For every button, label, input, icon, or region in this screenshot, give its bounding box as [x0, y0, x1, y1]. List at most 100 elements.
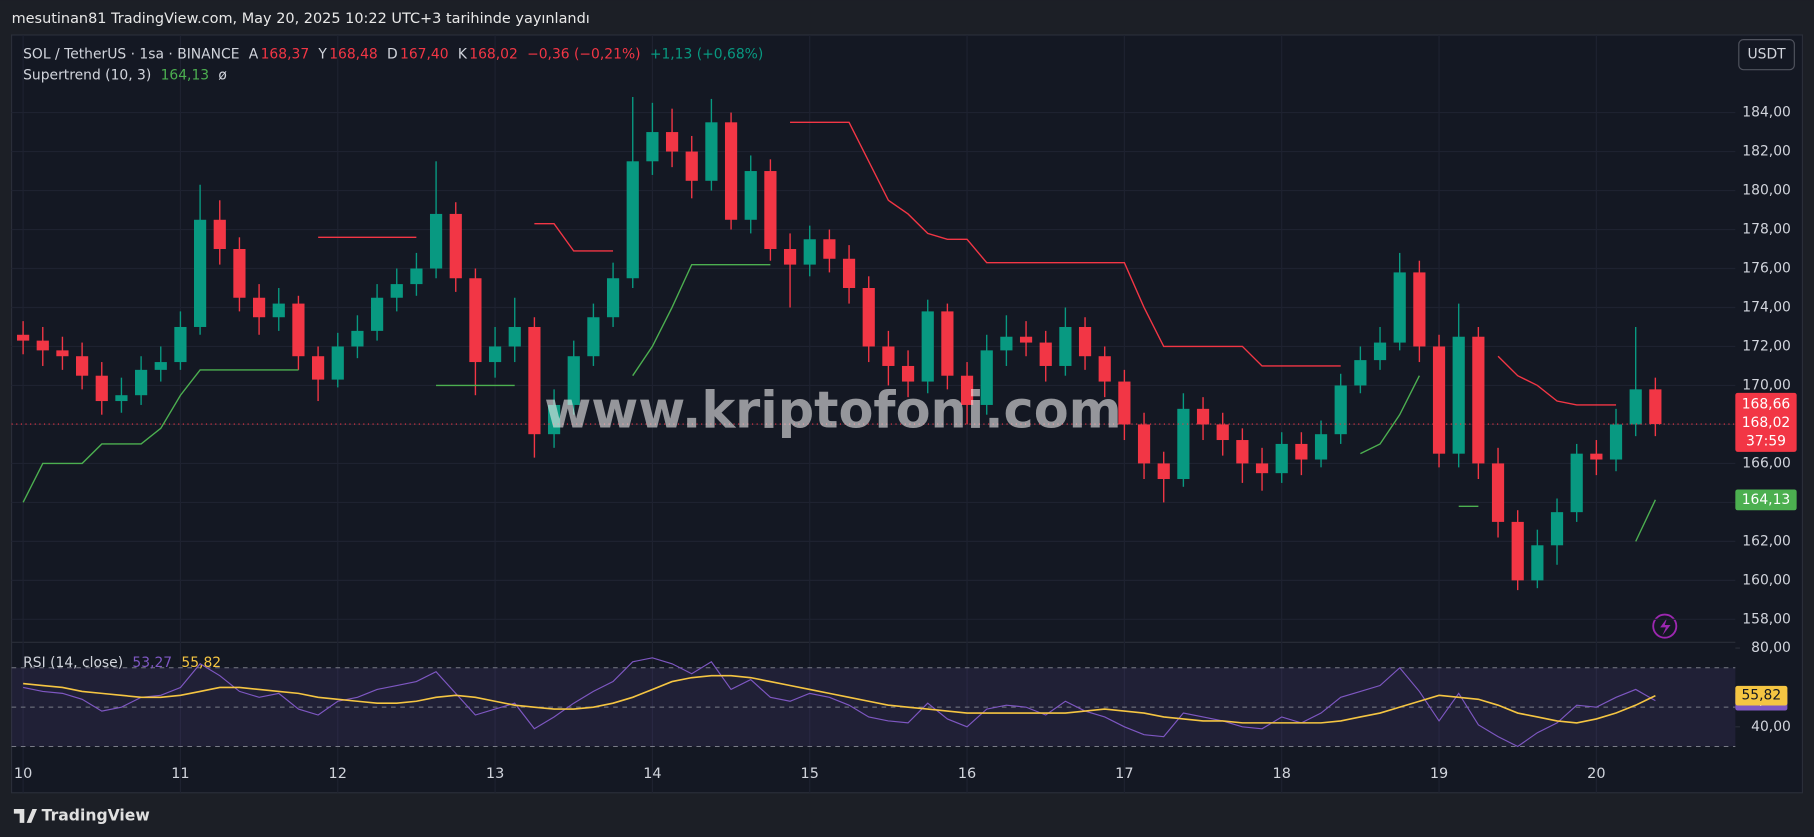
candle-body — [449, 213, 462, 279]
candle-body — [803, 239, 816, 265]
candle-body — [1354, 360, 1367, 386]
candle-body — [783, 249, 797, 265]
ohlc-value: 168,37 — [261, 47, 310, 63]
x-tick-label: 17 — [1115, 766, 1133, 782]
candle-body — [764, 171, 777, 250]
x-tick-label: 14 — [643, 766, 661, 782]
price-tag-text: 168,66 — [1742, 396, 1791, 412]
candle-body — [685, 151, 698, 181]
currency-button[interactable] — [1738, 39, 1795, 71]
candle-body — [980, 350, 993, 405]
candle-body — [862, 287, 875, 347]
candle-body — [960, 375, 974, 405]
candle-body — [901, 365, 915, 382]
y-tick-label: 182,00 — [1742, 144, 1791, 160]
y-tick-label: 176,00 — [1742, 261, 1791, 277]
y-tick-label: 166,00 — [1742, 455, 1791, 471]
candle-body — [1649, 389, 1662, 425]
alert-icon[interactable] — [1652, 613, 1678, 639]
candle-body — [311, 356, 325, 380]
candle-body — [1019, 336, 1033, 343]
supertrend-up — [22, 263, 1657, 542]
supertrend-tag-text: 164,13 — [1742, 492, 1791, 508]
candle-body — [1334, 385, 1347, 435]
ohlc-key: D — [387, 47, 398, 63]
rsi-tag-text: 55,82 — [1741, 688, 1781, 704]
y-tick-label: 80,00 — [1751, 640, 1791, 656]
ohlc-value: −0,36 (−0,21%) — [527, 47, 640, 63]
x-tick-label: 20 — [1587, 766, 1605, 782]
ohlc-value: 167,40 — [400, 47, 449, 63]
plot-area: 10 11 12 13 14 15 16 17 18 19 20 158,00 160,00 162,00… — [11, 34, 1797, 793]
indicator-value: 164,13 — [161, 67, 210, 83]
candle-body — [508, 326, 521, 347]
candle-body — [1078, 326, 1092, 357]
candle-body — [1196, 408, 1210, 425]
y-tick-label: 40,00 — [1751, 719, 1791, 735]
candle-body — [252, 297, 266, 318]
candle-body — [1314, 434, 1328, 460]
currency-label[interactable]: USDT — [1748, 47, 1787, 63]
ohlc-value: 168,48 — [329, 47, 378, 63]
y-tick-label: 180,00 — [1742, 183, 1791, 199]
candle-body — [1137, 424, 1151, 464]
candle-body — [429, 213, 443, 269]
candle-body — [1472, 336, 1485, 464]
indicator-symbol: ø — [218, 67, 227, 83]
chart-panel — [10, 34, 1804, 794]
ohlc-key: A — [249, 47, 259, 63]
candle-body — [823, 239, 836, 259]
x-tick-label: 11 — [171, 766, 189, 782]
candle-body — [941, 311, 954, 376]
y-tick-label: 172,00 — [1742, 338, 1791, 354]
candle-body — [587, 317, 600, 357]
indicator-legend: Supertrend (10, 3) 164,13 ø — [23, 67, 227, 83]
candle-body — [351, 330, 364, 347]
candle-body — [646, 132, 659, 162]
candle-body — [135, 369, 148, 396]
candle-body — [1491, 463, 1505, 522]
candle-body — [1000, 336, 1013, 351]
candle-body — [76, 356, 89, 376]
symbol-title: SOL / TetherUS · 1sa · BINANCE — [23, 47, 239, 63]
watermark: www.kriptofoni.com — [544, 381, 1122, 440]
candle-body — [410, 268, 423, 285]
candle-body — [1452, 336, 1465, 454]
candle-body — [370, 297, 384, 331]
y-tick-label: 160,00 — [1742, 572, 1791, 588]
candle-body — [547, 404, 561, 435]
candle-body — [154, 362, 167, 370]
candle-body — [1157, 463, 1170, 480]
candle-body — [744, 171, 757, 220]
candle-body — [1531, 545, 1544, 581]
ohlc-key: K — [458, 47, 468, 63]
candle-body — [488, 346, 502, 363]
candle-body — [95, 375, 108, 402]
candle-body — [1373, 342, 1387, 361]
candle-body — [36, 340, 49, 351]
y-tick-label: 178,00 — [1742, 222, 1791, 238]
ohlc-key: Y — [317, 47, 327, 63]
y-tick-label: 158,00 — [1742, 611, 1791, 627]
candle-body — [115, 395, 128, 402]
candle-body — [1118, 381, 1131, 425]
x-tick-label: 13 — [486, 766, 504, 782]
x-tick-label: 16 — [958, 766, 976, 782]
candle-body — [626, 161, 639, 279]
candle-body — [292, 303, 305, 357]
candle-body — [1609, 424, 1623, 460]
candle-body — [17, 334, 30, 341]
candle-body — [705, 122, 718, 181]
candle-body — [1511, 521, 1524, 581]
brand-name: TradingView — [42, 806, 150, 824]
y-tick-label: 170,00 — [1742, 377, 1791, 393]
rsi-legend: RSI (14, close) 53,27 55,82 — [23, 655, 221, 671]
candle-body — [842, 258, 856, 288]
rsi-legend-value: 53,27 — [132, 655, 172, 671]
indicator-name: Supertrend (10, 3) — [23, 67, 151, 83]
alert-bolt — [1660, 618, 1671, 636]
y-tick-label: 174,00 — [1742, 299, 1791, 315]
candle-body — [567, 356, 580, 405]
